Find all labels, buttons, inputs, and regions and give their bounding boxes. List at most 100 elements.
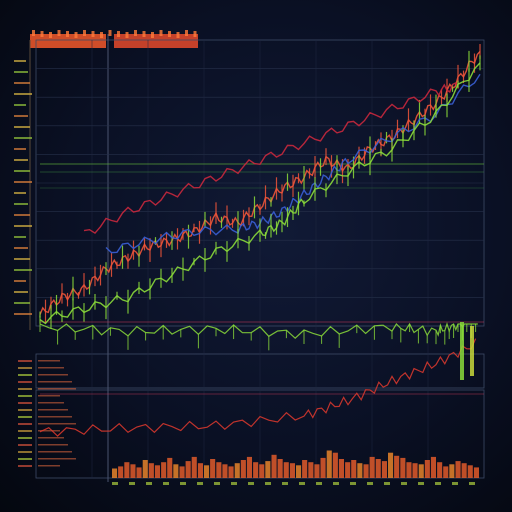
header-tick [159, 30, 163, 36]
volume-bar [473, 467, 479, 478]
volume-bar [148, 463, 154, 478]
header-tick [193, 31, 197, 37]
volume-bar [326, 450, 332, 478]
header-tick [151, 32, 154, 38]
y-axis-tick-label [14, 214, 30, 216]
x-axis-tick-label [282, 482, 288, 485]
volume-bar [112, 468, 118, 478]
volume-bar [455, 461, 461, 478]
header-tick [125, 32, 129, 38]
y-axis-tick-label [18, 430, 32, 432]
volume-bar [222, 464, 228, 478]
volume-bar [308, 462, 314, 478]
volume-bar [204, 465, 210, 478]
volume-bar [161, 462, 167, 478]
y-axis-tick-label [14, 82, 30, 84]
volume-bar [253, 462, 259, 478]
x-axis-tick-label [418, 482, 424, 485]
x-axis-tick-label [350, 482, 356, 485]
volume-bar [357, 463, 363, 478]
header-tick [176, 32, 180, 38]
header-tick [57, 30, 61, 36]
volume-bar [118, 466, 124, 478]
x-axis-tick-label [214, 482, 220, 485]
y-axis-tick-label [18, 374, 32, 376]
indicator-label [38, 395, 60, 397]
volume-bar [363, 464, 369, 478]
y-axis-tick-label [14, 236, 26, 238]
header-tick [117, 31, 120, 37]
indicator-series-line [39, 338, 477, 437]
indicator-label [38, 451, 72, 453]
volume-bar [351, 460, 357, 478]
header-tick [142, 31, 146, 37]
x-axis-tick-label [435, 482, 441, 485]
volume-bar [375, 459, 381, 478]
x-axis-tick-label [146, 482, 152, 485]
volume-bar [461, 463, 467, 478]
header-tick [74, 32, 78, 38]
volume-bar [289, 463, 295, 478]
volume-bar [406, 462, 412, 478]
y-axis-tick-label [18, 402, 32, 404]
volume-bar [228, 466, 234, 478]
indicator-label [38, 444, 68, 446]
indicator-label [38, 381, 72, 383]
y-axis-tick-label [14, 192, 26, 194]
y-axis-tick-label [14, 137, 32, 139]
indicator-spike [470, 326, 474, 376]
volume-bar [130, 464, 136, 478]
header-tick [108, 30, 112, 36]
y-axis-tick-label [14, 159, 28, 161]
y-axis-tick-label [14, 148, 26, 150]
x-axis-tick-label [163, 482, 169, 485]
volume-bar [142, 460, 148, 478]
x-axis-tick-label [129, 482, 135, 485]
indicator-label [38, 402, 64, 404]
volume-bar [381, 461, 387, 478]
y-axis-tick-label [14, 280, 26, 282]
volume-bar [338, 459, 344, 478]
volume-bar [210, 459, 216, 478]
volume-bar [246, 456, 252, 478]
indicator-label [38, 416, 72, 418]
indicator-label [38, 360, 60, 362]
indicator-label [38, 374, 68, 376]
volume-bar [345, 462, 351, 478]
x-axis-tick-label [384, 482, 390, 485]
y-axis-tick-label [14, 181, 32, 183]
volume-bar [197, 463, 203, 478]
volume-bar [179, 466, 185, 478]
volume-bar [283, 462, 289, 478]
y-axis-tick-label [18, 444, 32, 446]
y-axis-tick-label [18, 388, 32, 390]
volume-bar [369, 456, 375, 478]
indicator-label [38, 430, 60, 432]
y-axis-tick-label [14, 71, 28, 73]
indicator-series-line [39, 322, 478, 340]
header-tick [32, 30, 35, 36]
indicator-label [38, 367, 64, 369]
volume-bar [400, 457, 406, 478]
y-axis-tick-label [14, 269, 32, 271]
volume-bar [259, 464, 265, 478]
y-axis-tick-label [18, 360, 32, 362]
header-tick [100, 32, 103, 38]
volume-bar [185, 461, 191, 478]
volume-bar [418, 464, 424, 478]
header-tick [66, 31, 69, 37]
y-axis-tick-label [18, 465, 32, 467]
x-axis-tick-label [469, 482, 475, 485]
header-tick [91, 31, 95, 37]
header-tick [134, 30, 137, 36]
x-axis-tick-label [180, 482, 186, 485]
volume-bar [430, 456, 436, 478]
volume-bar [191, 456, 197, 478]
volume-bar [443, 466, 449, 478]
price-series-line [105, 73, 481, 254]
y-axis-tick-label [18, 409, 32, 411]
indicator-label [38, 423, 76, 425]
header-tick [83, 30, 86, 36]
volume-bar [136, 467, 142, 478]
header-tick [40, 31, 44, 37]
